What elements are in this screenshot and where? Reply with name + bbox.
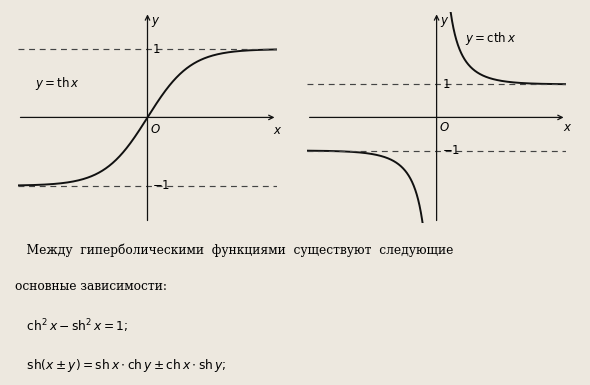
Text: $y$: $y$ (441, 15, 450, 29)
Text: $-1$: $-1$ (442, 144, 460, 157)
Text: $y$: $y$ (152, 15, 161, 29)
Text: $1$: $1$ (442, 78, 450, 91)
Text: $x$: $x$ (273, 124, 283, 137)
Text: $1$: $1$ (152, 43, 160, 55)
Text: $\mathrm{sh}(x \pm y) = \mathrm{sh}\,x \cdot \mathrm{ch}\,y \pm \mathrm{ch}\,x \: $\mathrm{sh}(x \pm y) = \mathrm{sh}\,x \… (15, 357, 226, 374)
Text: $x$: $x$ (562, 121, 572, 134)
Text: $y=\mathrm{th}\,x$: $y=\mathrm{th}\,x$ (35, 75, 80, 92)
Text: $y=\mathrm{cth}\,x$: $y=\mathrm{cth}\,x$ (465, 30, 516, 47)
Text: $O$: $O$ (439, 121, 450, 134)
Text: Между  гиперболическими  функциями  существуют  следующие: Между гиперболическими функциями существ… (15, 243, 453, 257)
Text: основные зависимости:: основные зависимости: (15, 280, 167, 293)
Text: $O$: $O$ (150, 123, 161, 136)
Text: $\mathrm{ch}^2\,x - \mathrm{sh}^2\,x = 1;$: $\mathrm{ch}^2\,x - \mathrm{sh}^2\,x = 1… (15, 317, 128, 335)
Text: $-1$: $-1$ (152, 179, 170, 192)
